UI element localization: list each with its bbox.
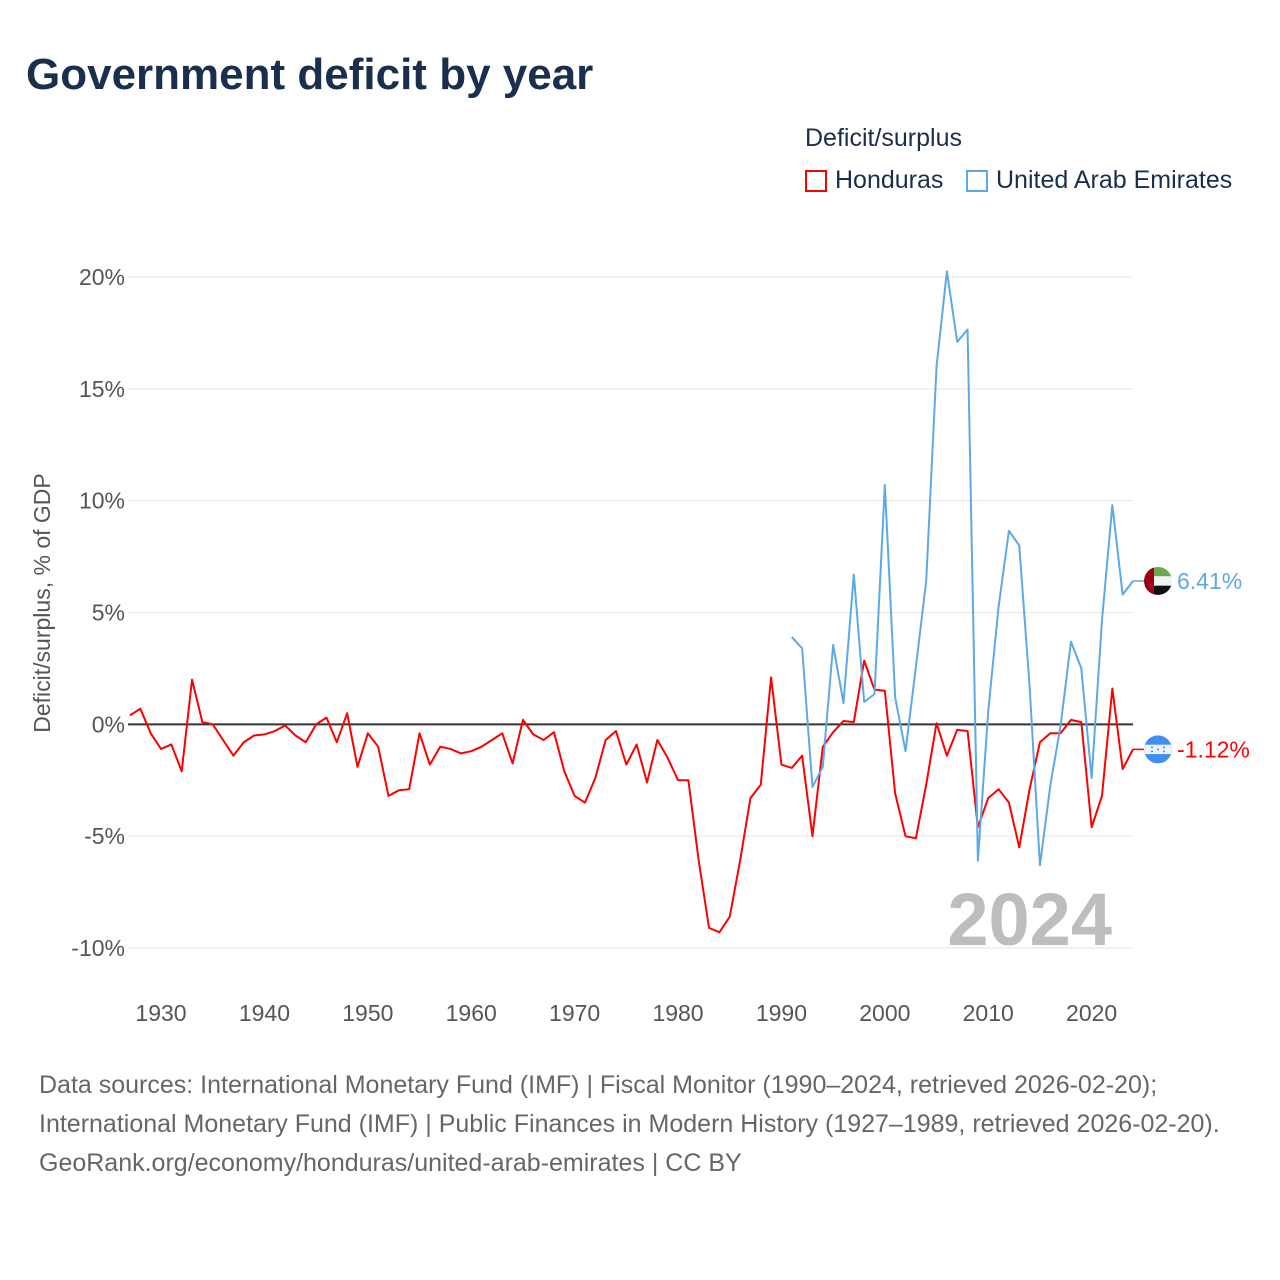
y-tick-label: 20% [79,264,125,290]
end-value-label: 6.41% [1177,568,1242,594]
y-axis-label: Deficit/surplus, % of GDP [29,473,55,732]
year-annotation: 2024 [947,878,1112,961]
series-line-uae[interactable] [791,270,1134,867]
x-tick-label: 1950 [342,1000,393,1026]
legend-swatch-uae [966,169,988,192]
x-tick-label: 1940 [239,1000,290,1026]
legend-label: Honduras [835,166,944,194]
x-tick-label: 1960 [446,1000,497,1026]
honduras-flag-icon [1144,735,1172,764]
footer: Data sources: International Monetary Fun… [39,1066,1239,1183]
y-tick-label: 5% [92,600,125,626]
legend-item-honduras[interactable]: Honduras [805,166,943,195]
uae-flag-icon [1144,566,1172,595]
y-tick-label: 15% [79,376,125,402]
legend-title: Deficit/surplus [805,124,962,152]
legend-label: United Arab Emirates [996,166,1233,194]
chart-title: Government deficit by year [26,50,594,99]
series-line-honduras[interactable] [129,659,1134,934]
legend-item-uae[interactable]: United Arab Emirates [966,166,1232,195]
x-tick-label: 1990 [756,1000,807,1026]
y-tick-label: -5% [84,823,125,849]
legend-swatch-honduras [805,169,827,192]
x-tick-label: 1930 [135,1000,186,1026]
x-tick-label: 2000 [859,1000,910,1026]
source-link[interactable]: GeoRank.org/economy/honduras/united-arab… [39,1149,742,1177]
x-tick-label: 1970 [549,1000,600,1026]
y-tick-label: 10% [79,488,125,514]
end-value-label: -1.12% [1177,736,1250,762]
y-tick-label: -10% [71,935,125,961]
x-tick-label: 2020 [1066,1000,1117,1026]
line-chart: Deficit/surplus, % of GDP -10% -5% 0% 5% 10%… [29,264,1250,1026]
data-sources: Data sources: International Monetary Fun… [39,1071,1220,1138]
x-tick-label: 2010 [963,1000,1014,1026]
x-tick-label: 1980 [652,1000,703,1026]
y-tick-label: 0% [92,711,125,737]
